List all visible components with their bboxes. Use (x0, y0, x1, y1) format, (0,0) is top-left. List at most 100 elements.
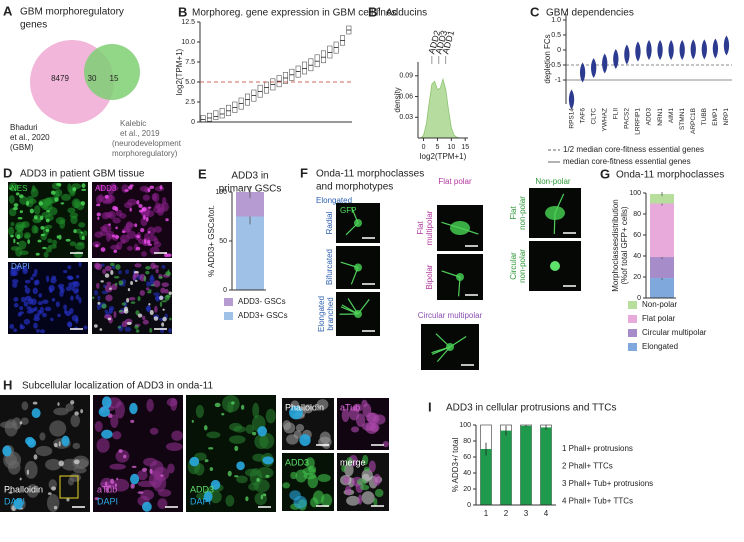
cell-process (435, 333, 451, 348)
channel-label: aTub (97, 484, 117, 494)
texture (27, 239, 31, 244)
texture (129, 207, 132, 212)
texture (142, 194, 150, 201)
texture (145, 265, 151, 270)
texture (56, 182, 61, 186)
panel-letter: A (3, 3, 13, 18)
cell-process (341, 304, 359, 315)
texture (104, 273, 110, 278)
texture (236, 461, 245, 471)
texture (70, 295, 74, 301)
texture (149, 328, 153, 333)
texture (120, 234, 130, 243)
texture (143, 275, 147, 282)
texture (317, 474, 331, 483)
channel-label: Phalloidin (285, 402, 324, 412)
texture (194, 462, 205, 476)
texture (15, 264, 21, 272)
texture (8, 491, 13, 494)
texture (142, 315, 146, 320)
y-axis-label: (%of total GFP+ cells) (620, 206, 629, 284)
texture (299, 434, 311, 447)
texture (37, 239, 42, 243)
texture (265, 474, 270, 478)
texture (40, 215, 44, 221)
texture (167, 463, 175, 474)
texture (73, 459, 80, 465)
x-tick-label: NRP1 (723, 108, 730, 126)
violin (668, 40, 674, 60)
texture (105, 487, 109, 494)
y-tick-label: 0 (223, 287, 227, 294)
texture (110, 244, 120, 250)
y-tick-label: 1.0 (551, 17, 561, 24)
y-tick-label: 100 (629, 190, 641, 197)
set-label: (neurodevelopment (112, 139, 182, 148)
texture (13, 498, 24, 510)
texture (137, 313, 143, 318)
texture (149, 427, 159, 435)
texture (346, 495, 360, 506)
texture (260, 494, 264, 500)
texture (150, 262, 156, 270)
venn-count: 30 (88, 74, 97, 83)
texture (93, 324, 98, 328)
texture (141, 251, 147, 257)
texture (100, 280, 104, 283)
texture (142, 501, 152, 512)
texture (135, 310, 140, 316)
texture (352, 403, 363, 412)
y-tick-label: 0 (467, 502, 471, 509)
texture (99, 328, 103, 331)
texture (8, 194, 15, 204)
texture (110, 478, 115, 484)
texture (80, 409, 84, 414)
texture (139, 185, 150, 192)
texture (32, 287, 38, 295)
texture (145, 305, 152, 312)
overlay-layer: GFP Phalloidin DAPI aTub DAPI ADD3 DAPI Phalloi… (4, 206, 366, 506)
set-label: morphoregulatory) (112, 149, 178, 158)
texture (23, 318, 31, 325)
x-axis-label: log2(TPM+1) (420, 152, 467, 161)
texture (109, 287, 112, 290)
texture (9, 187, 12, 190)
texture (51, 486, 57, 491)
panel-letter: F (300, 165, 308, 180)
texture (45, 458, 62, 471)
texture (13, 297, 19, 302)
texture (368, 460, 376, 473)
set-label: Kalebic (120, 119, 146, 128)
texture (81, 183, 86, 188)
texture (115, 401, 125, 419)
texture (135, 329, 140, 333)
cell-process (431, 346, 451, 355)
texture (131, 465, 137, 468)
texture (80, 201, 86, 206)
texture (114, 206, 119, 212)
texture (234, 475, 239, 478)
texture (65, 238, 71, 242)
texture (149, 310, 154, 316)
texture (109, 463, 126, 470)
texture (145, 287, 150, 291)
texture (161, 201, 169, 212)
texture (65, 403, 74, 412)
y-tick-label: 40 (633, 253, 641, 260)
texture (20, 325, 26, 330)
texture (149, 468, 153, 474)
texture (53, 407, 69, 416)
cell (550, 261, 560, 271)
texture (153, 316, 159, 321)
y-axis-label: % ADD3+/ total (451, 438, 460, 493)
box (219, 108, 225, 119)
texture (113, 249, 118, 253)
texture (229, 435, 246, 444)
morphotype-label: non-polar (518, 196, 527, 230)
texture (67, 276, 74, 280)
texture (75, 294, 80, 300)
texture (145, 270, 150, 275)
texture (322, 442, 331, 450)
texture (19, 306, 24, 311)
texture (148, 303, 151, 306)
